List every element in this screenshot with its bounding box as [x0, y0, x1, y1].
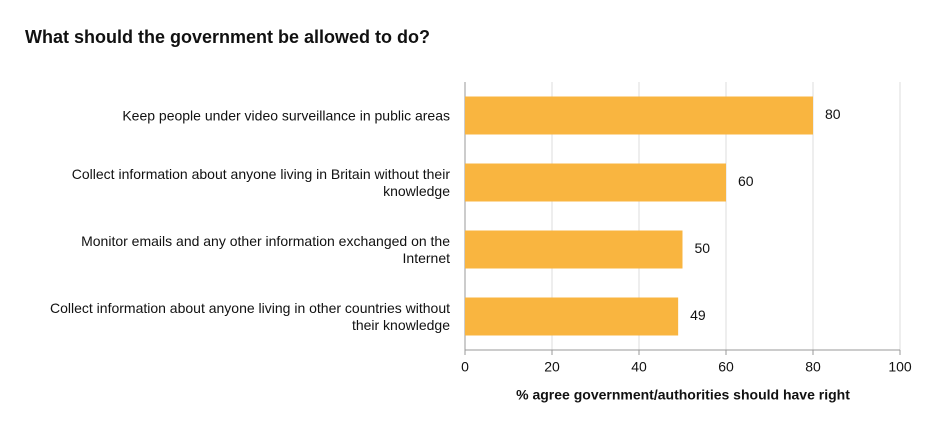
x-tick-label: 80 — [805, 359, 821, 375]
y-tick-label: Monitor emails and any other information… — [81, 232, 450, 266]
bar — [465, 96, 813, 135]
x-tick-label: 0 — [461, 359, 469, 375]
value-label: 49 — [690, 307, 706, 323]
bar — [465, 297, 679, 336]
value-label: 80 — [825, 106, 841, 122]
x-tick-label: 20 — [544, 359, 560, 375]
bar — [465, 163, 726, 202]
x-axis-title: % agree government/authorities should ha… — [516, 387, 850, 403]
chart-title: What should the government be allowed to… — [25, 27, 430, 47]
x-tick-label: 100 — [888, 359, 912, 375]
x-tick-label: 40 — [631, 359, 647, 375]
y-tick-label: Collect information about anyone living … — [71, 165, 450, 199]
x-tick-label: 60 — [718, 359, 734, 375]
y-tick-label: Collect information about anyone living … — [49, 299, 450, 333]
y-tick-label: Keep people under video surveillance in … — [122, 107, 450, 123]
value-label: 50 — [695, 240, 711, 256]
value-label: 60 — [738, 173, 754, 189]
bar — [465, 230, 683, 269]
